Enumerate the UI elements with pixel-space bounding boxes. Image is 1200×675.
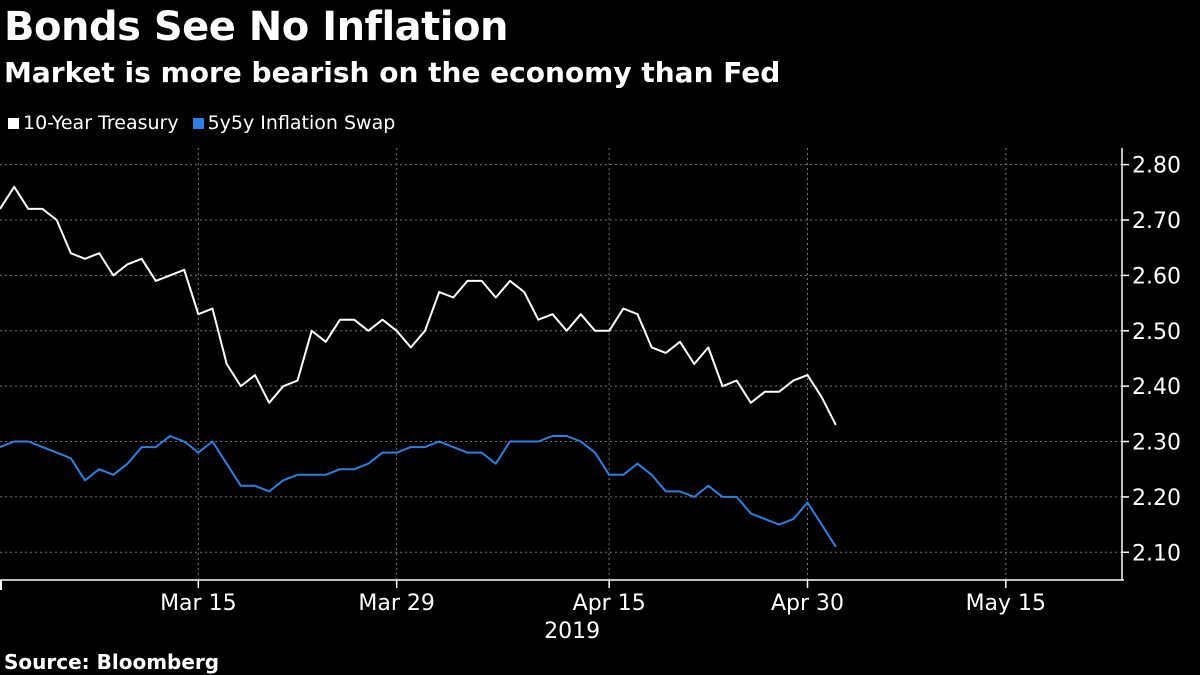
- x-tick-label: Mar 29: [358, 591, 435, 616]
- legend-item-5y5y-inflation-swap: 5y5y Inflation Swap: [192, 112, 396, 134]
- y-tick-label: 2.80: [1132, 154, 1181, 179]
- chart-legend: 10-Year Treasury 5y5y Inflation Swap: [8, 112, 409, 134]
- y-tick-label: 2.30: [1132, 431, 1181, 456]
- y-tick-label: 2.60: [1132, 264, 1181, 289]
- chart-title: Bonds See No Inflation: [4, 4, 508, 50]
- y-tick-label: 2.10: [1132, 541, 1181, 566]
- series-line-5y5y-inflation-swap: [0, 435, 837, 548]
- legend-swatch-white: [8, 117, 19, 129]
- x-tick-label: Mar 15: [160, 591, 237, 616]
- legend-label: 10-Year Treasury: [23, 112, 179, 134]
- x-year-label: 2019: [544, 619, 600, 644]
- y-tick-label: 2.40: [1132, 375, 1181, 400]
- y-tick-label: 2.20: [1132, 486, 1181, 511]
- source-note: Source: Bloomberg: [4, 650, 220, 674]
- legend-item-10-year-treasury: 10-Year Treasury: [8, 112, 179, 134]
- legend-label: 5y5y Inflation Swap: [207, 112, 396, 134]
- y-tick-label: 2.50: [1132, 320, 1181, 345]
- series-line-10-year-treasury: [0, 185, 837, 426]
- legend-swatch-blue: [192, 117, 204, 129]
- y-tick-label: 2.70: [1132, 209, 1181, 234]
- x-tick-label: Apr 30: [771, 591, 844, 616]
- x-tick-label: May 15: [966, 591, 1046, 616]
- x-tick-label: Apr 15: [573, 591, 646, 616]
- chart-subtitle: Market is more bearish on the economy th…: [4, 56, 781, 89]
